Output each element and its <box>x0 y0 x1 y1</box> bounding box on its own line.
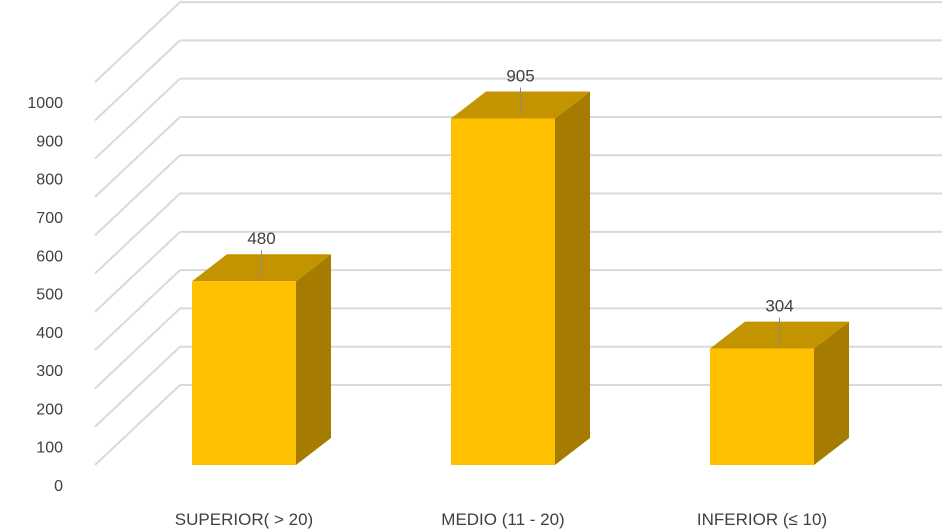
gridline-diagonal <box>94 77 181 160</box>
x-axis-categories: SUPERIOR( > 20) MEDIO (11 - 20) INFERIOR… <box>175 510 827 529</box>
gridline-diagonal <box>94 1 181 83</box>
gridline-diagonal <box>94 345 181 428</box>
gridline-diagonal <box>94 269 181 351</box>
y-tick-label: 900 <box>36 133 63 150</box>
gridline-diagonal <box>94 39 181 122</box>
y-tick-label: 0 <box>54 478 63 495</box>
data-label: 304 <box>765 297 793 316</box>
bar-side <box>555 91 590 466</box>
y-axis-ticks: 0 100 200 300 400 500 600 700 800 900 10… <box>27 95 63 495</box>
category-label: MEDIO (11 - 20) <box>441 510 564 529</box>
bar-side <box>296 254 331 465</box>
y-tick-label: 400 <box>36 325 63 342</box>
y-tick-label: 500 <box>36 287 63 304</box>
y-tick-label: 600 <box>36 248 63 265</box>
y-tick-label: 1000 <box>27 95 63 112</box>
bar-front <box>192 281 296 465</box>
gridline-diagonal <box>94 192 181 275</box>
gridline-diagonal <box>94 384 181 466</box>
y-tick-label: 700 <box>36 210 63 227</box>
y-tick-label: 200 <box>36 401 63 418</box>
data-labels: 480 905 304 <box>247 66 793 315</box>
y-tick-label: 300 <box>36 363 63 380</box>
bar <box>710 317 849 465</box>
bars <box>192 87 849 466</box>
gridline-diagonal <box>94 116 181 198</box>
data-label: 480 <box>247 229 275 248</box>
bar <box>451 87 590 466</box>
bar-front <box>451 118 555 466</box>
gridline-diagonal <box>94 231 181 313</box>
y-tick-label: 800 <box>36 172 63 189</box>
data-label: 905 <box>506 66 534 85</box>
bar <box>192 250 331 465</box>
gridline-diagonal <box>94 307 181 390</box>
category-label: INFERIOR (≤ 10) <box>697 510 827 529</box>
category-label: SUPERIOR( > 20) <box>175 510 313 529</box>
gridline-diagonal <box>94 154 181 236</box>
bar-side <box>814 321 849 465</box>
bar-front <box>710 348 814 465</box>
y-tick-label: 100 <box>36 440 63 457</box>
